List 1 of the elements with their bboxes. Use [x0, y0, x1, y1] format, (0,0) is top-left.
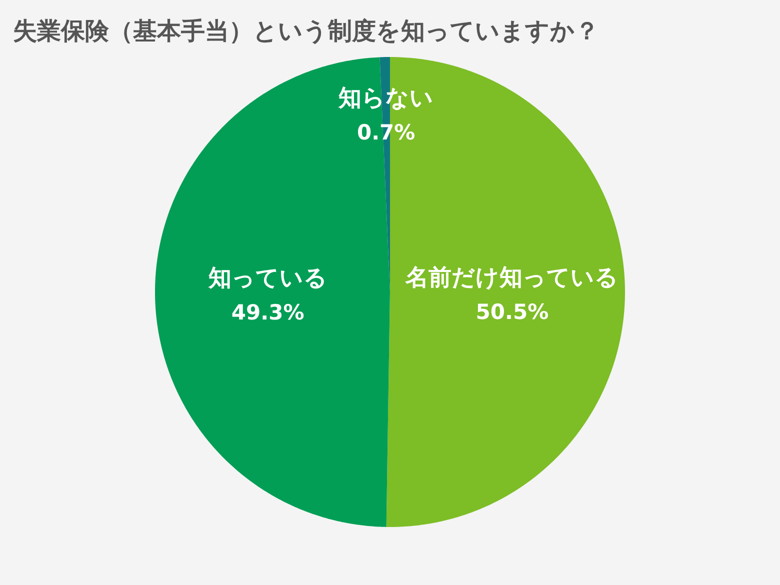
title: 失業保険（基本手当）という制度を知っていますか？ — [13, 17, 599, 45]
